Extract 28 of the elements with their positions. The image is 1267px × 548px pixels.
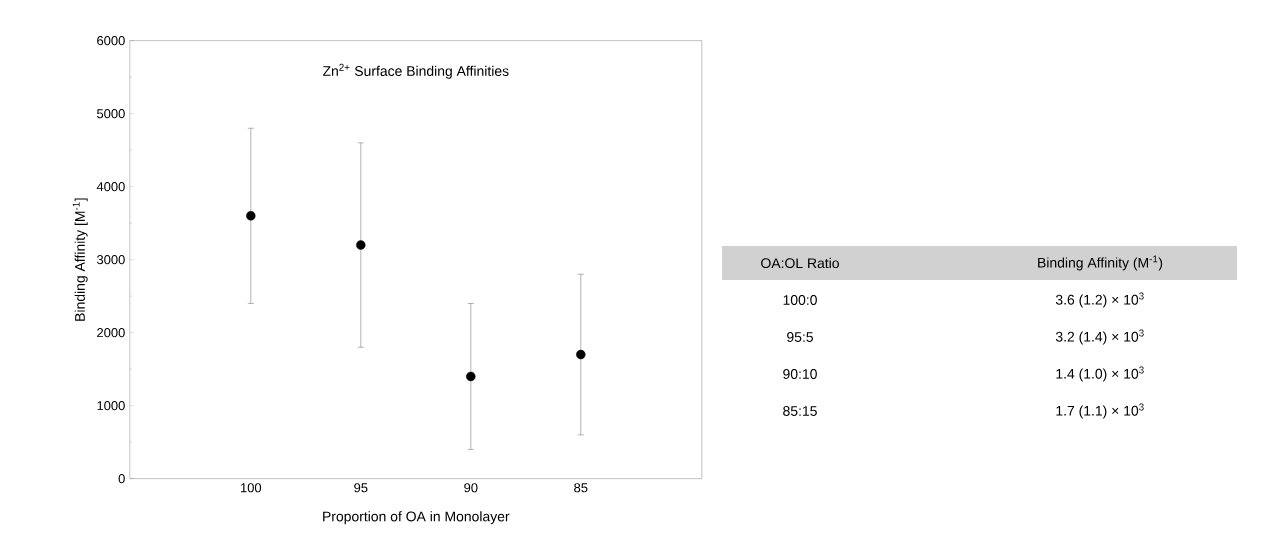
text: 3.6 (1.2) × 10$^{3}$ <box>1055 292 1144 308</box>
point <box>246 211 256 221</box>
text: 1.4 (1.0) × 10$^{3}$ <box>1056 366 1144 382</box>
point <box>356 240 366 250</box>
x-tick-label: 90 <box>464 483 478 493</box>
text: 3.2 (1.4) × 10$^{3}$ <box>1055 329 1144 345</box>
text: OA:OL Ratio <box>761 257 839 269</box>
text: 85:15 <box>783 406 817 416</box>
text: Zn$^{2+}$ Surface Binding Affinities <box>322 63 509 79</box>
y-tick-label: 6000 <box>97 36 125 46</box>
y-tick-label: 0 <box>118 474 125 484</box>
text: 100:0 <box>783 295 817 305</box>
text: 1.7 (1.1) × 10$^{3}$ <box>1056 403 1144 419</box>
y-axis-title: Binding Affinity [M$^{-1}$] <box>72 198 88 321</box>
x-axis-title: Proportion of OA in Monolayer <box>323 511 510 525</box>
point <box>576 349 586 360</box>
point <box>466 371 476 382</box>
y-tick-label: 4000 <box>96 182 125 192</box>
text: 90:10 <box>783 369 817 379</box>
x-tick-label: 85 <box>574 483 588 493</box>
x-tick-label: 95 <box>354 483 368 493</box>
text: Binding Affinity (M$^{-1}$) <box>1038 255 1163 271</box>
y-tick-label: 3000 <box>96 255 125 265</box>
y-tick-label: 1000 <box>97 401 125 411</box>
x-tick-label: 100 <box>240 483 262 493</box>
text: 95:5 <box>787 332 813 342</box>
y-tick-label: 2000 <box>97 328 125 338</box>
y-tick-label: 5000 <box>97 109 125 119</box>
